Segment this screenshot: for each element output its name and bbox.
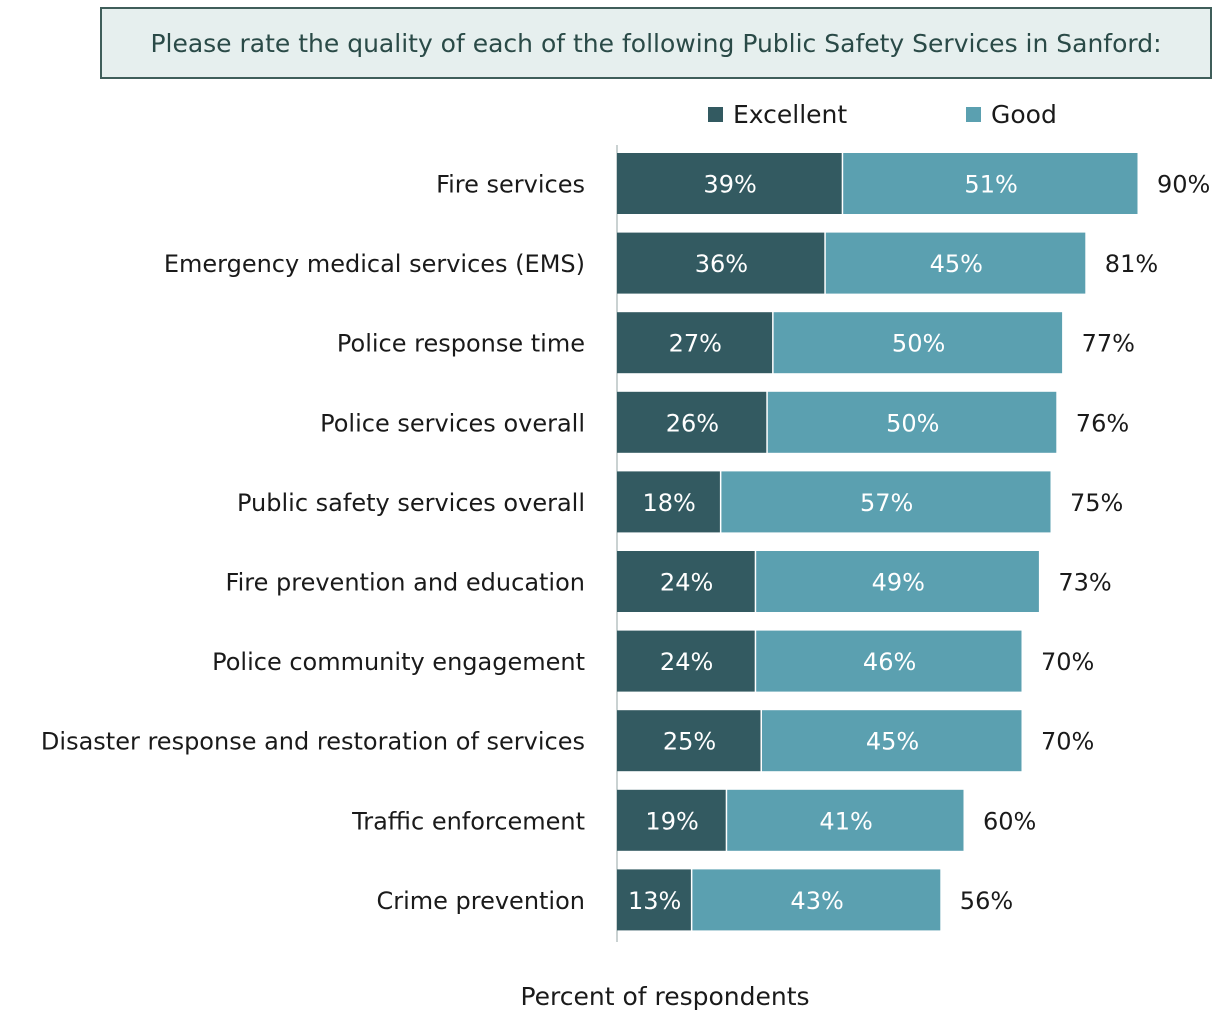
- total-label: 70%: [1041, 728, 1094, 756]
- bar-good: [762, 710, 1022, 772]
- bar-good: [721, 471, 1051, 533]
- data-label-excellent: 18%: [643, 489, 696, 517]
- data-label-good: 49%: [872, 569, 925, 597]
- legend-item-excellent: Excellent: [708, 100, 847, 129]
- x-axis-label: Percent of respondents: [0, 982, 1218, 1012]
- total-label: 60%: [983, 807, 1036, 835]
- legend-label-good: Good: [991, 100, 1057, 129]
- category-label: Public safety services overall: [237, 489, 585, 517]
- total-label: 70%: [1041, 648, 1094, 676]
- category-label: Emergency medical services (EMS): [164, 250, 585, 278]
- bar-excellent: [617, 630, 755, 692]
- bar-excellent: [617, 551, 755, 612]
- category-label: Police community engagement: [212, 648, 585, 676]
- data-label-excellent: 24%: [660, 648, 713, 676]
- data-label-excellent: 25%: [663, 728, 716, 756]
- legend-label-excellent: Excellent: [733, 100, 848, 129]
- data-label-good: 46%: [863, 648, 916, 676]
- data-label-good: 50%: [892, 330, 945, 358]
- bar-excellent: [617, 471, 720, 533]
- bar-good: [756, 551, 1039, 612]
- chart-title: Please rate the quality of each of the f…: [100, 7, 1212, 79]
- total-label: 77%: [1082, 330, 1135, 358]
- total-label: 56%: [960, 887, 1013, 915]
- data-label-good: 45%: [866, 728, 919, 756]
- bar-excellent: [617, 710, 761, 772]
- total-label: 81%: [1105, 250, 1158, 278]
- category-label: Disaster response and restoration of ser…: [41, 728, 585, 756]
- bar-good: [692, 869, 941, 931]
- data-label-excellent: 27%: [669, 330, 722, 358]
- bar-good: [727, 789, 964, 851]
- data-label-good: 45%: [930, 250, 983, 278]
- legend-item-good: Good: [966, 100, 1057, 129]
- data-label-excellent: 36%: [695, 250, 748, 278]
- legend: Excellent Good: [0, 100, 1218, 132]
- legend-swatch-excellent: [708, 107, 723, 122]
- category-label: Fire prevention and education: [226, 569, 585, 597]
- data-label-good: 43%: [790, 887, 843, 915]
- data-label-good: 57%: [860, 489, 913, 517]
- bar-excellent: [617, 869, 691, 931]
- bar-good: [825, 232, 1086, 294]
- chart-title-text: Please rate the quality of each of the f…: [150, 28, 1162, 58]
- data-label-excellent: 19%: [645, 807, 698, 835]
- bar-good: [843, 153, 1138, 214]
- data-label-good: 50%: [886, 409, 939, 437]
- data-label-good: 41%: [819, 807, 872, 835]
- bar-excellent: [617, 391, 767, 453]
- total-label: 73%: [1058, 569, 1111, 597]
- total-label: 75%: [1070, 489, 1123, 517]
- bar-good: [767, 391, 1057, 453]
- x-axis-label-text: Percent of respondents: [520, 982, 810, 1011]
- legend-swatch-good: [966, 107, 981, 122]
- total-label: 90%: [1157, 171, 1210, 199]
- data-label-excellent: 26%: [666, 409, 719, 437]
- bar-good: [773, 312, 1063, 374]
- total-label: 76%: [1076, 409, 1129, 437]
- data-label-good: 51%: [964, 171, 1017, 199]
- bar-excellent: [617, 153, 842, 214]
- category-label: Fire services: [436, 171, 585, 199]
- bar-excellent: [617, 232, 825, 294]
- category-label: Traffic enforcement: [351, 807, 585, 835]
- bar-excellent: [617, 789, 726, 851]
- bar-excellent: [617, 312, 773, 374]
- category-label: Police response time: [337, 330, 585, 358]
- data-label-excellent: 39%: [703, 171, 756, 199]
- data-label-excellent: 24%: [660, 569, 713, 597]
- data-label-excellent: 13%: [628, 887, 681, 915]
- category-label: Crime prevention: [376, 887, 585, 915]
- category-label: Police services overall: [320, 409, 585, 437]
- bar-good: [756, 630, 1022, 692]
